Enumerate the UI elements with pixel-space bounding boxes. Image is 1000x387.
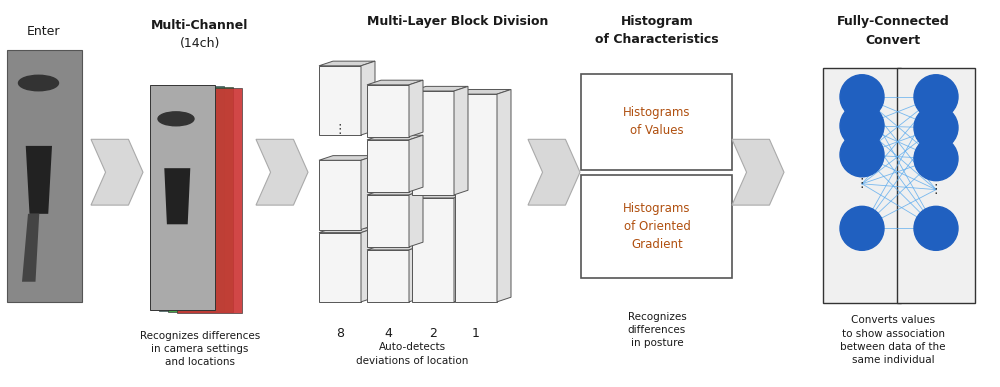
Text: Convert: Convert	[865, 34, 921, 47]
Text: of Characteristics: of Characteristics	[595, 33, 719, 46]
Ellipse shape	[914, 106, 958, 150]
Text: 4: 4	[384, 327, 392, 340]
Text: ⋮: ⋮	[930, 183, 942, 196]
Polygon shape	[409, 135, 423, 192]
Polygon shape	[455, 89, 511, 94]
Polygon shape	[412, 198, 454, 302]
Ellipse shape	[840, 133, 884, 177]
Polygon shape	[7, 50, 82, 302]
Text: 2: 2	[429, 327, 437, 340]
Polygon shape	[412, 91, 454, 195]
Text: 8: 8	[336, 327, 344, 340]
Text: ⋮: ⋮	[334, 123, 346, 136]
Polygon shape	[367, 85, 409, 137]
FancyBboxPatch shape	[177, 88, 242, 313]
Text: Converts values
to show association
between data of the
same individual: Converts values to show association betw…	[840, 315, 946, 365]
Polygon shape	[367, 195, 409, 247]
Polygon shape	[528, 139, 580, 205]
Polygon shape	[361, 156, 375, 229]
Polygon shape	[367, 135, 423, 140]
Polygon shape	[319, 66, 361, 135]
Polygon shape	[409, 190, 423, 247]
Polygon shape	[22, 214, 39, 282]
Polygon shape	[361, 61, 375, 135]
Ellipse shape	[840, 206, 884, 250]
Polygon shape	[319, 228, 375, 233]
FancyBboxPatch shape	[581, 175, 732, 278]
Polygon shape	[256, 139, 308, 205]
Polygon shape	[319, 156, 375, 160]
Polygon shape	[26, 146, 52, 214]
Text: Recognizes
differences
in posture: Recognizes differences in posture	[628, 312, 686, 348]
Ellipse shape	[914, 137, 958, 181]
Polygon shape	[319, 233, 361, 302]
FancyBboxPatch shape	[581, 74, 732, 170]
Polygon shape	[412, 86, 468, 91]
Ellipse shape	[840, 104, 884, 148]
FancyBboxPatch shape	[823, 68, 901, 303]
Polygon shape	[367, 140, 409, 192]
Polygon shape	[361, 228, 375, 302]
Ellipse shape	[914, 206, 958, 250]
Polygon shape	[319, 61, 375, 66]
FancyBboxPatch shape	[150, 85, 215, 310]
Polygon shape	[91, 139, 143, 205]
Polygon shape	[409, 80, 423, 137]
Polygon shape	[367, 245, 423, 250]
Polygon shape	[367, 190, 423, 195]
Text: Auto-detects
deviations of location: Auto-detects deviations of location	[356, 342, 468, 366]
Polygon shape	[454, 86, 468, 195]
FancyBboxPatch shape	[897, 68, 975, 303]
Text: Enter: Enter	[27, 25, 61, 38]
Polygon shape	[164, 168, 190, 224]
Circle shape	[158, 112, 194, 126]
Text: Histograms
of Values: Histograms of Values	[623, 106, 691, 137]
Text: Histogram: Histogram	[621, 15, 693, 29]
Text: ⋮: ⋮	[856, 177, 868, 190]
Circle shape	[18, 75, 58, 91]
Polygon shape	[409, 245, 423, 302]
Polygon shape	[367, 250, 409, 302]
Text: Multi-Layer Block Division: Multi-Layer Block Division	[367, 15, 549, 29]
Text: Recognizes differences
in camera settings
and locations: Recognizes differences in camera setting…	[140, 331, 260, 367]
Polygon shape	[732, 139, 784, 205]
Polygon shape	[454, 194, 468, 302]
Text: Histograms
of Oriented
Gradient: Histograms of Oriented Gradient	[623, 202, 691, 251]
Text: Fully-Connected: Fully-Connected	[837, 15, 949, 29]
FancyBboxPatch shape	[159, 86, 224, 311]
Ellipse shape	[840, 75, 884, 119]
Polygon shape	[455, 94, 497, 302]
Polygon shape	[497, 89, 511, 302]
Text: (14ch): (14ch)	[180, 37, 220, 50]
Polygon shape	[367, 80, 423, 85]
Polygon shape	[412, 194, 468, 198]
Text: 1: 1	[472, 327, 480, 340]
Polygon shape	[319, 160, 361, 229]
Ellipse shape	[914, 75, 958, 119]
Text: Multi-Channel: Multi-Channel	[151, 19, 249, 33]
FancyBboxPatch shape	[168, 87, 233, 312]
